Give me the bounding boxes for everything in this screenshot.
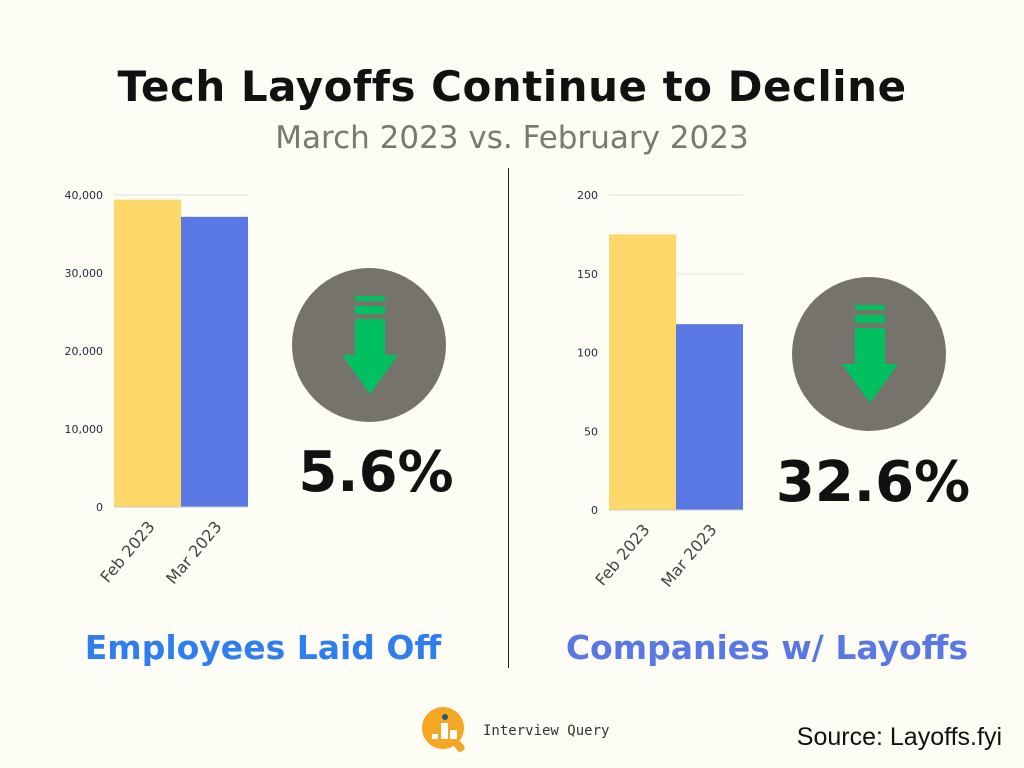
divider bbox=[508, 168, 509, 668]
y-tick-label: 20,000 bbox=[65, 345, 104, 358]
bar-mar-2023 bbox=[676, 324, 743, 510]
decline-badge-left bbox=[292, 268, 446, 422]
down-arrow-icon bbox=[342, 296, 398, 394]
page-subtitle: March 2023 vs. February 2023 bbox=[275, 120, 749, 156]
caption-employees: Employees Laid Off bbox=[84, 628, 442, 667]
bar-feb-2023 bbox=[114, 199, 181, 507]
caption-companies: Companies w/ Layoffs bbox=[565, 628, 969, 667]
y-tick-label: 50 bbox=[584, 425, 598, 438]
y-tick-label: 10,000 bbox=[65, 423, 104, 436]
y-tick-label: 150 bbox=[577, 268, 598, 281]
y-tick-label: 0 bbox=[96, 501, 103, 514]
decline-badge-right bbox=[792, 277, 946, 431]
bar-mar-2023 bbox=[181, 216, 248, 507]
y-tick-label: 0 bbox=[591, 504, 598, 517]
change-percent-left: 5.6% bbox=[298, 440, 454, 505]
source-label: Source: Layoffs.fyi bbox=[796, 723, 1002, 751]
down-arrow-icon bbox=[842, 305, 898, 403]
change-percent-right: 32.6% bbox=[775, 450, 971, 515]
y-tick-label: 30,000 bbox=[65, 267, 104, 280]
y-tick-label: 40,000 bbox=[65, 189, 104, 202]
page-title: Tech Layoffs Continue to Decline bbox=[117, 62, 907, 111]
x-tick-label: Feb 2023 bbox=[591, 520, 653, 589]
y-tick-label: 200 bbox=[577, 189, 598, 202]
x-tick-label: Mar 2023 bbox=[657, 520, 720, 590]
interview-query-logo bbox=[422, 707, 465, 752]
bar-feb-2023 bbox=[609, 234, 676, 510]
y-tick-label: 100 bbox=[577, 347, 598, 360]
brand-name: Interview Query bbox=[483, 723, 610, 739]
